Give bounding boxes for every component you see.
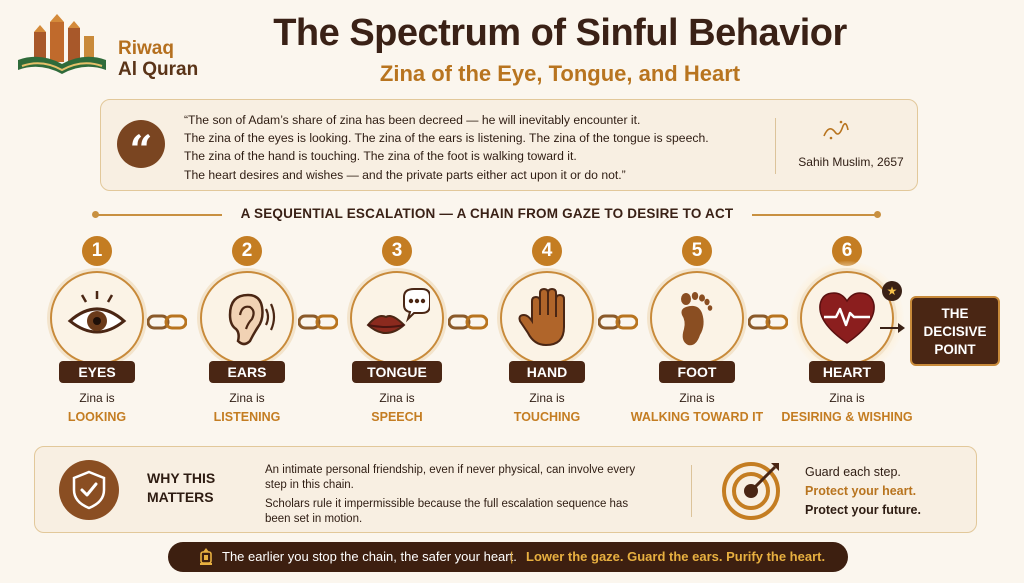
step-circle <box>650 271 744 365</box>
why-title-line: MATTERS <box>147 489 214 505</box>
lantern-icon <box>200 548 212 565</box>
brand-name-line2: Al Quran <box>118 59 199 80</box>
why-title-line: WHY THIS <box>147 470 216 486</box>
step-label: HAND <box>509 361 585 383</box>
banner-dot <box>92 211 99 218</box>
section-banner: A SEQUENTIAL ESCALATION — A CHAIN FROM G… <box>92 205 882 225</box>
hadith-quote-box: “ “The son of Adam’s share of zina has b… <box>100 99 918 191</box>
step-number: 4 <box>532 236 562 266</box>
step-caption: Zina is <box>829 391 865 405</box>
target-arrow-icon <box>722 462 780 520</box>
step-action: LOOKING <box>67 410 127 424</box>
footer-bar: The earlier you stop the chain, the safe… <box>168 542 848 572</box>
decisive-line: THE <box>941 306 969 321</box>
step-heart: 6 ★ HEART Zina is DESIRING & WISHING <box>772 234 922 434</box>
banner-line <box>98 214 228 216</box>
decisive-point-box: THE DECISIVE POINT <box>910 296 1000 366</box>
step-eyes: 1 EYES Zina is LOOKING <box>22 234 172 434</box>
footer-separator: | <box>510 549 514 564</box>
banner-line <box>748 214 876 216</box>
step-ears: 2 EARS Zina is LISTENING <box>172 234 322 434</box>
decisive-line: POINT <box>934 342 976 357</box>
page-title: The Spectrum of Sinful Behavior <box>273 12 847 54</box>
quote-mark-icon: “ <box>117 120 165 174</box>
divider <box>691 465 692 517</box>
step-action: SPEECH <box>371 410 423 424</box>
step-caption: Zina is <box>229 391 265 405</box>
step-circle <box>200 271 294 365</box>
eye-icon <box>67 291 127 334</box>
mosque-book-icon <box>18 14 106 74</box>
step-number: 3 <box>382 236 412 266</box>
footer-text: The earlier you stop the chain, the safe… <box>222 549 517 564</box>
chain-link-icon <box>598 314 638 330</box>
chain-link-icon <box>748 314 788 330</box>
guard-line: Protect your heart. <box>805 484 917 498</box>
step-action: LISTENING <box>213 410 281 424</box>
hand-icon <box>518 287 565 347</box>
ear-icon <box>228 293 276 346</box>
chain-link-icon <box>147 314 187 330</box>
why-this-matters-box: WHY THIS MATTERS An intimate personal fr… <box>34 446 977 533</box>
step-caption: Zina is <box>529 391 565 405</box>
step-number: 5 <box>682 236 712 266</box>
step-label: EARS <box>209 361 285 383</box>
step-circle <box>800 271 894 365</box>
chain-link-icon <box>298 314 338 330</box>
arrow-right-icon <box>880 323 905 333</box>
footer-highlight: Lower the gaze. Guard the ears. Purify t… <box>526 549 826 564</box>
step-label: EYES <box>59 361 135 383</box>
shield-check-icon <box>59 460 119 520</box>
hadith-line: The zina of the hand is touching. The zi… <box>184 149 577 164</box>
step-circle <box>350 271 444 365</box>
step-caption: Zina is <box>79 391 115 405</box>
step-label: HEART <box>809 361 885 383</box>
step-action: DESIRING & WISHING <box>781 410 913 424</box>
hadith-line: The zina of the eyes is looking. The zin… <box>184 131 709 146</box>
hadith-source: Sahih Muslim, 2657 <box>798 155 904 169</box>
guard-line: Guard each step. <box>805 465 901 479</box>
brand-name-line1: Riwaq <box>118 38 174 59</box>
lips-speech-icon <box>366 288 430 334</box>
guard-message: Guard each step. Protect your heart. Pro… <box>805 463 921 520</box>
step-caption: Zina is <box>679 391 715 405</box>
step-tongue: 3 TONGUE Zina is SPEECH <box>322 234 472 434</box>
hadith-line: The heart desires and wishes — and the p… <box>184 167 626 182</box>
brand-logo: Riwaq Al Quran <box>14 14 204 84</box>
step-action: TOUCHING <box>513 410 581 424</box>
divider <box>775 118 776 174</box>
step-number: 2 <box>232 236 262 266</box>
chain-link-icon <box>448 314 488 330</box>
step-circle <box>500 271 594 365</box>
hadith-text: “The son of Adam’s share of zina has bee… <box>184 111 709 184</box>
step-label: FOOT <box>659 361 735 383</box>
star-icon: ★ <box>882 281 902 301</box>
step-number: 1 <box>82 236 112 266</box>
hadith-line: “The son of Adam’s share of zina has bee… <box>184 113 641 127</box>
why-paragraph: An intimate personal friendship, even if… <box>265 464 636 491</box>
heart-pulse-icon <box>819 292 875 344</box>
step-action: WALKING TOWARD IT <box>630 410 764 424</box>
step-label: TONGUE <box>352 361 442 383</box>
step-hand: 4 HAND Zina is TOUCHING <box>472 234 622 434</box>
decisive-line: DECISIVE <box>923 324 987 339</box>
guard-line: Protect your future. <box>805 503 921 517</box>
calligraphy-icon <box>821 118 851 144</box>
step-foot: 5 FOOT Zina is WALKING TOWARD IT <box>622 234 772 434</box>
banner-dot <box>874 211 881 218</box>
step-circle <box>50 271 144 365</box>
why-paragraph: Scholars rule it impermissible because t… <box>265 498 629 525</box>
why-title: WHY THIS MATTERS <box>147 469 215 507</box>
banner-text: A SEQUENTIAL ESCALATION — A CHAIN FROM G… <box>222 206 752 221</box>
footprint-icon <box>681 292 713 346</box>
step-caption: Zina is <box>379 391 415 405</box>
page-subtitle: Zina of the Eye, Tongue, and Heart <box>379 61 741 86</box>
